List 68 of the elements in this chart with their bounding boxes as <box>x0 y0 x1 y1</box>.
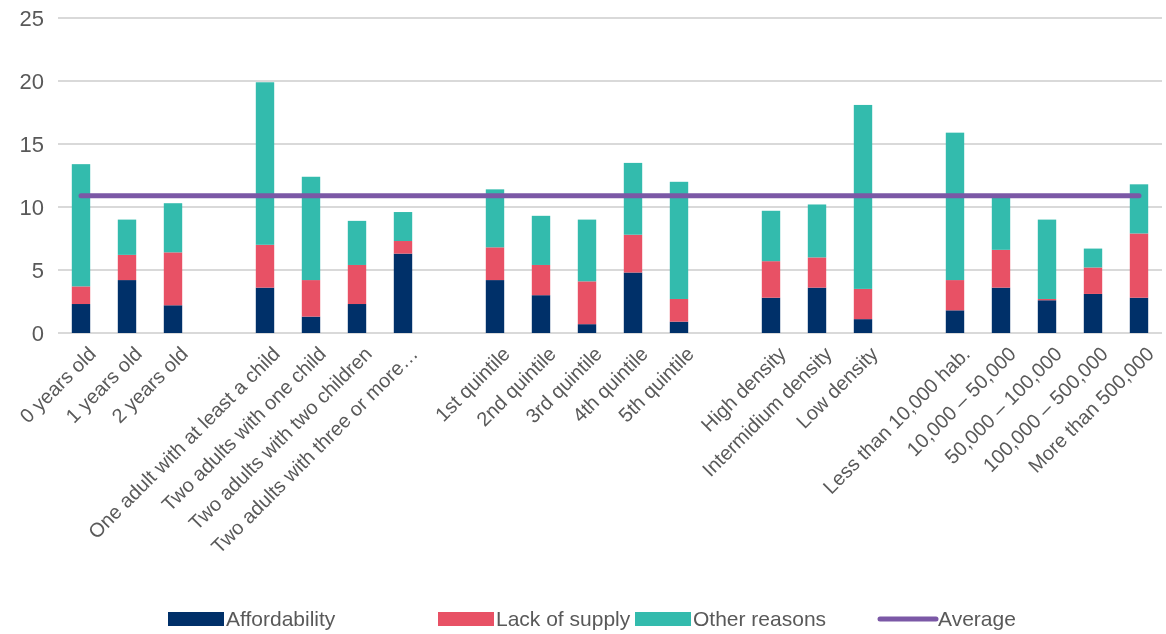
bar <box>485 280 505 333</box>
bar <box>393 253 413 333</box>
bar <box>71 304 91 333</box>
bar <box>669 181 689 299</box>
bar <box>807 204 827 258</box>
legend-label: Other reasons <box>693 607 827 630</box>
bar <box>761 261 781 298</box>
bar <box>301 316 321 333</box>
bar <box>577 219 597 282</box>
bar <box>347 264 367 305</box>
bar <box>531 215 551 265</box>
bar <box>393 212 413 242</box>
bar <box>853 288 873 320</box>
bar <box>991 287 1011 333</box>
bar <box>71 164 91 287</box>
bar <box>853 104 873 289</box>
bar <box>945 132 965 281</box>
bar <box>255 244 275 288</box>
bar <box>1083 293 1103 333</box>
bar <box>531 264 551 296</box>
bar <box>301 280 321 317</box>
legend-label: Lack of supply <box>496 607 631 630</box>
y-tick-label: 10 <box>19 195 44 220</box>
bar <box>117 219 137 255</box>
bar <box>991 195 1011 250</box>
bar <box>853 319 873 333</box>
bar <box>163 252 183 306</box>
bar <box>669 298 689 322</box>
bar <box>393 241 413 254</box>
bar <box>163 203 183 253</box>
bar <box>807 287 827 333</box>
bar <box>577 281 597 325</box>
bar <box>531 295 551 333</box>
bar <box>301 176 321 281</box>
bar <box>1083 248 1103 268</box>
bar <box>945 310 965 333</box>
bar <box>347 304 367 333</box>
bar <box>669 321 689 333</box>
bar <box>1129 233 1149 298</box>
bar <box>347 220 367 265</box>
y-tick-label: 5 <box>31 258 44 283</box>
bar <box>623 272 643 333</box>
bar <box>577 324 597 333</box>
bar <box>807 257 827 288</box>
bar <box>485 247 505 281</box>
y-tick-label: 25 <box>19 6 44 31</box>
bar <box>1037 300 1057 333</box>
bar <box>255 82 275 245</box>
bar <box>71 286 91 305</box>
bar <box>623 162 643 235</box>
bar <box>761 210 781 262</box>
bar <box>945 280 965 311</box>
bar <box>117 254 137 281</box>
bar <box>991 249 1011 288</box>
y-tick-label: 20 <box>19 69 44 94</box>
legend-label: Affordability <box>226 607 336 630</box>
legend-label: Average <box>938 607 1016 630</box>
bar <box>163 305 183 333</box>
bar <box>623 234 643 273</box>
bar <box>1129 184 1149 234</box>
bar <box>1083 267 1103 294</box>
y-tick-label: 15 <box>19 132 44 157</box>
bar <box>1129 297 1149 333</box>
bar <box>117 280 137 333</box>
y-tick-label: 0 <box>31 321 44 346</box>
bar <box>761 297 781 333</box>
bar <box>255 287 275 333</box>
bar <box>1037 219 1057 299</box>
